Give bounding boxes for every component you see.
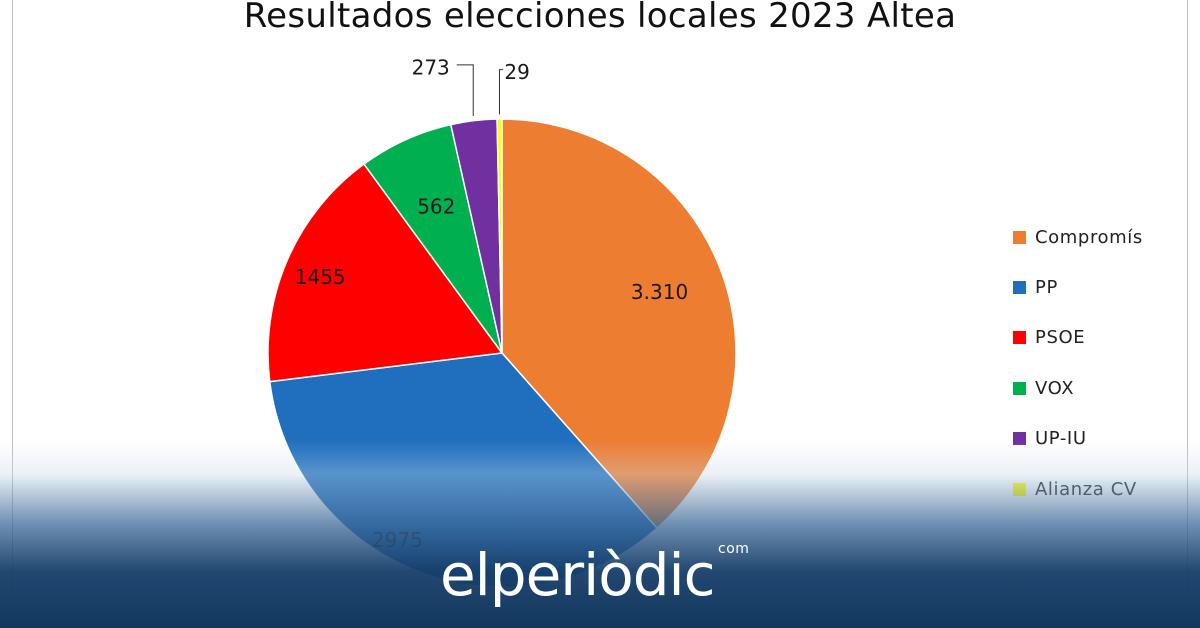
legend-item: Alianza CV: [1013, 464, 1143, 514]
leader-line: [456, 64, 474, 117]
data-label: 273: [412, 55, 450, 79]
chart-title: Resultados elecciones locales 2023 Altea: [243, 0, 957, 36]
pie-slice-alianza-cv: [496, 118, 503, 354]
legend-label: Alianza CV: [1035, 478, 1137, 500]
legend-item: VOX: [1013, 363, 1143, 413]
legend-label: PP: [1035, 277, 1058, 299]
legend-label: PSOE: [1035, 327, 1086, 349]
legend-swatch: [1013, 381, 1026, 395]
legend-label: UP-IU: [1035, 428, 1087, 450]
legend-swatch: [1013, 331, 1026, 345]
legend-item: PSOE: [1013, 313, 1143, 363]
pie-slice-psoe: [267, 163, 504, 383]
legend-swatch: [1013, 281, 1026, 295]
legend-label: Compromís: [1035, 226, 1143, 248]
data-label: 562: [417, 195, 455, 219]
legend-item: PP: [1013, 262, 1143, 312]
data-label: 3.310: [631, 280, 688, 304]
legend-label: VOX: [1035, 377, 1075, 399]
legend-item: Compromís: [1013, 212, 1143, 262]
data-label: 2975: [372, 528, 423, 552]
watermark-logo-suffix: com: [718, 541, 750, 557]
legend-swatch: [1013, 482, 1026, 496]
leader-line: [498, 69, 504, 115]
chart-legend: Compromís PP PSOE VOX UP-IU Alianza CV: [1013, 212, 1143, 514]
watermark-logo: elperiòdic: [440, 541, 716, 609]
legend-swatch: [1013, 432, 1026, 446]
data-label: 1455: [295, 265, 346, 289]
legend-swatch: [1013, 230, 1026, 244]
data-label: 29: [504, 60, 529, 84]
legend-item: UP-IU: [1013, 414, 1143, 464]
